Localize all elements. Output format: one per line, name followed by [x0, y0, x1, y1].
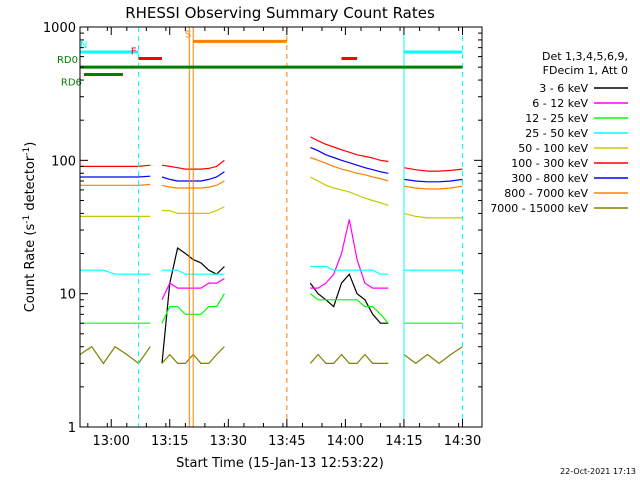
series-line-5-seg-0	[80, 164, 151, 167]
y-axis-ticks: 1 10 100 1000	[43, 21, 482, 436]
series-line-3-seg-0	[80, 269, 151, 275]
plot-content	[79, 136, 463, 365]
legend-label-2: 12 - 25 keV	[525, 112, 588, 125]
flag-label-2: S	[185, 29, 191, 40]
legend-label-6: 300 - 800 keV	[511, 172, 588, 185]
series-line-6-seg-2	[310, 146, 389, 174]
series-line-3-seg-2	[310, 265, 389, 275]
x-axis-label: Start Time (15-Jan-13 12:53:22)	[176, 456, 384, 471]
flag-label-6: RD6	[61, 78, 82, 89]
footer-timestamp: 22-Oct-2021 17:13	[560, 467, 636, 476]
y-tick-label-1: 10	[59, 288, 76, 303]
legend-label-3: 25 - 50 keV	[525, 127, 588, 140]
plot-frame	[79, 26, 483, 428]
series-line-7-seg-3	[403, 185, 463, 190]
annotation-layer: N S F RD0 RD6	[57, 27, 463, 427]
x-tick-label-5: 14:15	[385, 434, 422, 449]
x-tick-label-6: 14:30	[444, 434, 481, 449]
y-axis-label-sup2: -1	[22, 147, 32, 156]
y-axis-label-main: Count Rate (s	[23, 224, 38, 313]
legend: Det 1,3,4,5,6,9, FDecim 1, Att 0 3 - 6 k…	[490, 50, 628, 215]
legend-header-line1: Det 1,3,4,5,6,9,	[542, 50, 628, 63]
chart-title: RHESSI Observing Summary Count Rates	[125, 4, 435, 22]
y-axis-label-mid: detector	[23, 155, 38, 215]
x-tick-label-2: 13:30	[210, 434, 247, 449]
series-line-5-seg-3	[403, 167, 463, 172]
x-tick-label-3: 13:45	[268, 434, 305, 449]
series-line-0-seg-1	[309, 273, 389, 324]
y-tick-label-0: 1	[68, 421, 76, 436]
legend-header-line2: FDecim 1, Att 0	[543, 64, 628, 77]
series-line-7-seg-2	[310, 156, 389, 182]
series-line-4-seg-3	[403, 212, 463, 219]
legend-label-4: 50 - 100 keV	[518, 142, 588, 155]
series-line-6-seg-3	[403, 178, 463, 183]
legend-label-7: 800 - 7000 keV	[504, 187, 588, 200]
series-line-8-seg-3	[403, 346, 463, 365]
legend-label-5: 100 - 300 keV	[511, 157, 588, 170]
x-axis-ticks: 13:00 13:15 13:30 13:45 14:00 14:15 14:30	[87, 27, 481, 449]
y-tick-label-3: 1000	[43, 21, 76, 36]
y-tick-label-2: 100	[51, 154, 76, 169]
x-tick-label-1: 13:15	[151, 434, 188, 449]
flag-label-3: F	[131, 47, 137, 58]
legend-label-0: 3 - 6 keV	[539, 82, 588, 95]
x-tick-label-0: 13:00	[92, 434, 129, 449]
series-line-7-seg-0	[80, 183, 151, 186]
flag-label-0: N	[80, 40, 87, 51]
y-axis-label: Count Rate (s-1 detector-1)	[22, 142, 38, 313]
series-line-5-seg-2	[310, 136, 389, 163]
series-line-8-seg-0	[79, 345, 151, 365]
y-axis-label-sup1: -1	[22, 215, 32, 224]
y-axis-label-end: )	[23, 142, 38, 147]
legend-label-8: 7000 - 15000 keV	[490, 202, 588, 215]
series-line-4-seg-2	[310, 176, 389, 206]
legend-label-1: 6 - 12 keV	[532, 97, 588, 110]
series-line-6-seg-0	[80, 175, 151, 178]
x-tick-label-4: 14:00	[327, 434, 364, 449]
series-line-8-seg-2	[309, 353, 389, 364]
series-line-1-seg-1	[310, 219, 389, 289]
series-line-2-seg-2	[309, 293, 389, 324]
flag-label-5: RD0	[57, 55, 78, 66]
